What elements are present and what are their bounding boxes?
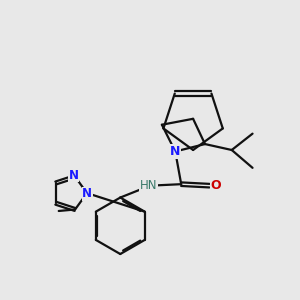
Text: O: O xyxy=(211,179,221,192)
Text: N: N xyxy=(69,169,79,182)
Text: N: N xyxy=(170,145,181,158)
Text: N: N xyxy=(82,187,92,200)
Text: HN: HN xyxy=(140,178,157,192)
